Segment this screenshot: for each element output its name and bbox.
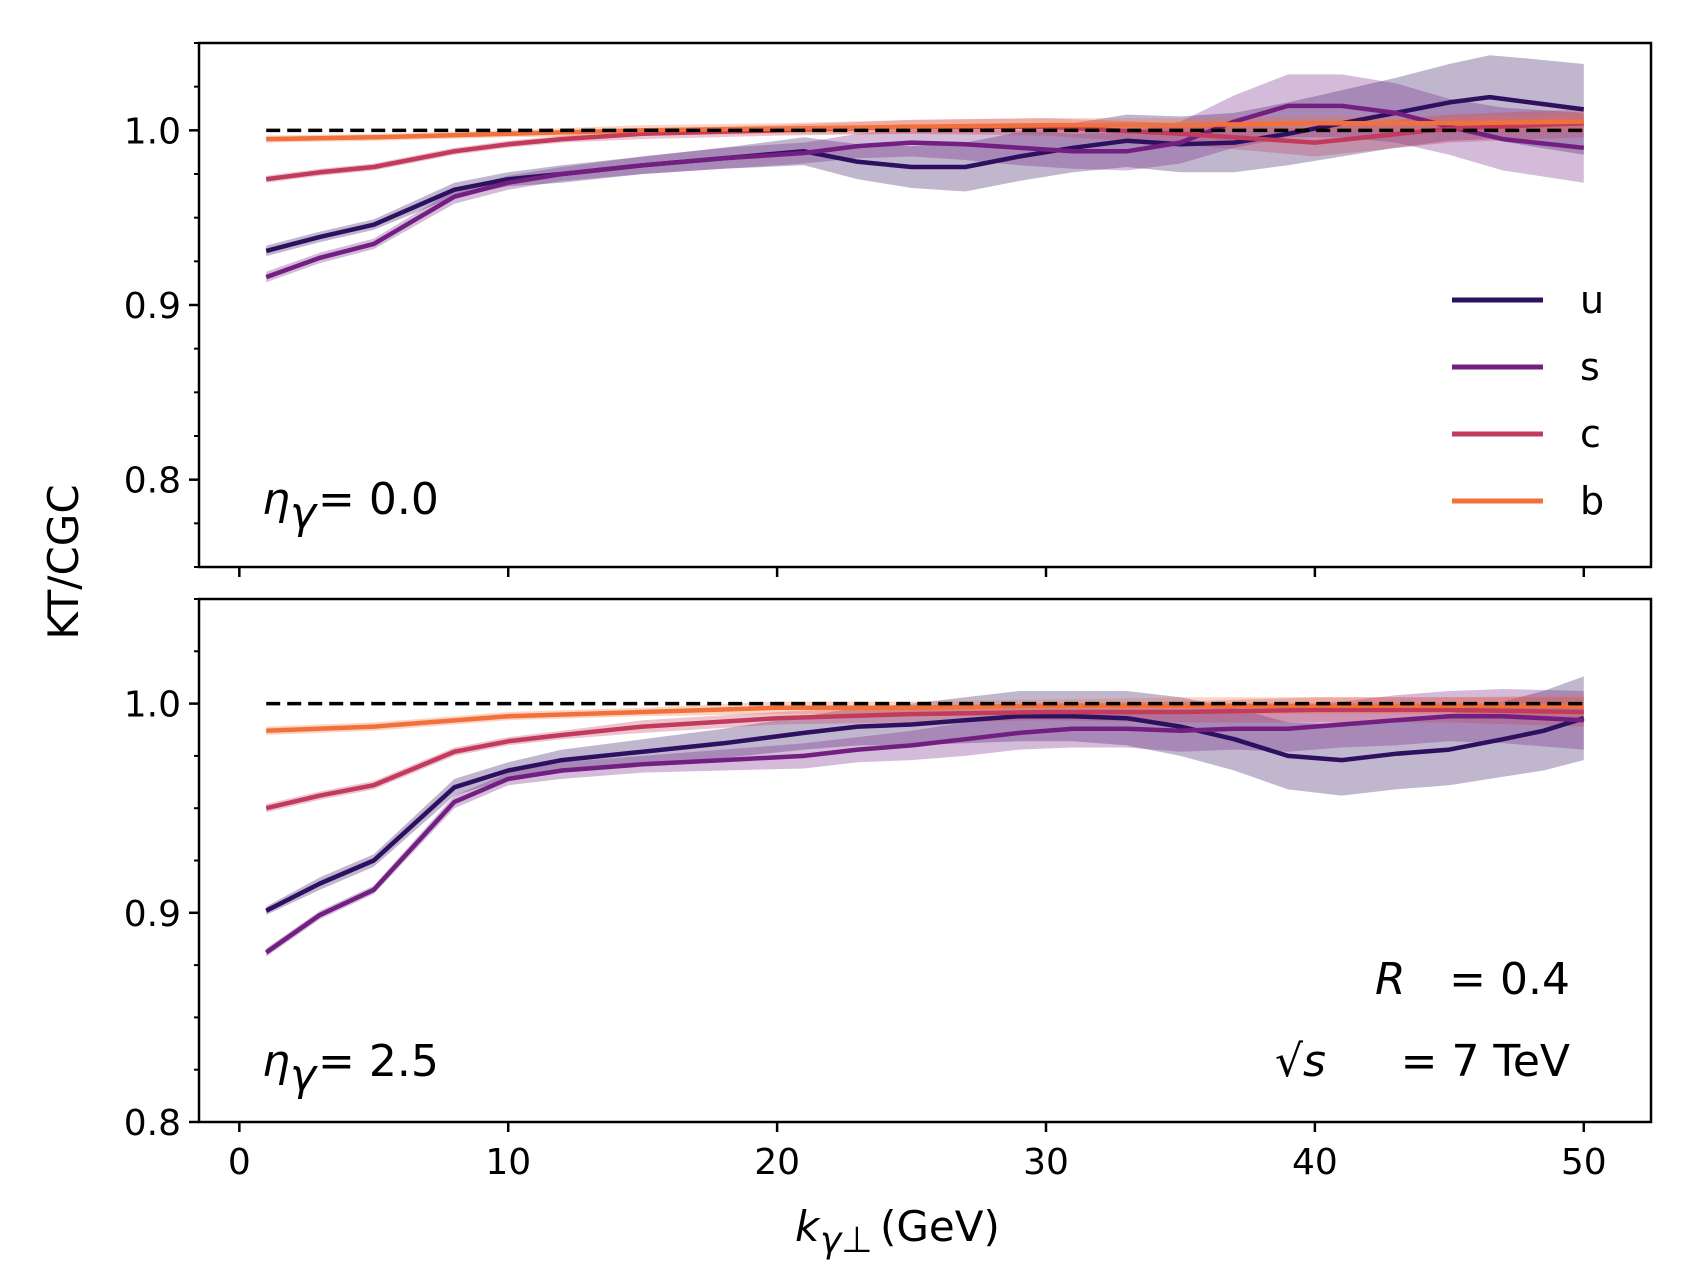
legend-label-s: s (1580, 345, 1600, 389)
series-line-b-bottom (266, 703, 1584, 734)
x-axis-label-unit: (GeV) (880, 1202, 1000, 1251)
series-line-b-top (266, 119, 1584, 142)
eta-symbol-top: η (262, 474, 290, 525)
y-axis-label: KT/CGC (39, 484, 88, 639)
band-c-top (266, 109, 1584, 183)
x-axis-label-symbol: k (795, 1202, 821, 1251)
eta-subscript-top: γ (290, 488, 318, 539)
x-axis-label: k γ⊥ (GeV) (795, 1202, 1000, 1261)
series-line-u-bottom (265, 713, 1585, 913)
annotation-sqrt-s: √s (1275, 1036, 1326, 1087)
eta-value-bottom: = 2.5 (318, 1036, 439, 1087)
annotation-energy: = 7 TeV (1401, 1036, 1570, 1087)
x-axis-label-subscript: γ⊥ (820, 1220, 873, 1261)
band-u-bottom (266, 676, 1584, 915)
y-tick-label-bottom: 1.0 (124, 685, 181, 726)
eta-symbol-bottom: η (262, 1036, 290, 1087)
series-line-c-bottom (265, 707, 1584, 811)
x-tick-label: 10 (485, 1142, 531, 1183)
y-tick-label-bottom: 0.8 (124, 1103, 181, 1144)
eta-value-top: = 0.0 (318, 474, 439, 525)
eta-subscript-bottom: γ (290, 1050, 318, 1101)
annotation-r-symbol: R (1375, 954, 1406, 1005)
annotation-eta-top: η γ = 0.0 (262, 474, 439, 539)
legend-label-c: c (1580, 412, 1601, 456)
y-tick-label-top: 1.0 (124, 111, 181, 152)
band-u-top (266, 55, 1584, 257)
y-tick-label-top: 0.9 (124, 286, 181, 327)
plot-area-top (265, 55, 1585, 283)
x-tick-label: 20 (754, 1142, 800, 1183)
plot-area-bottom (264, 676, 1585, 957)
band-s-top (266, 74, 1584, 283)
legend-label-b: b (1580, 479, 1604, 523)
series-line-u-top (265, 94, 1585, 254)
series-line-s-bottom (264, 713, 1584, 955)
annotation-params: R = 0.4 √s = 7 TeV (1275, 954, 1570, 1087)
series-line-s-top (265, 103, 1585, 280)
y-tick-label-bottom: 0.9 (124, 894, 181, 935)
x-tick-label: 30 (1023, 1142, 1069, 1183)
y-tick-label-top: 0.8 (124, 461, 181, 502)
annotation-r-value: = 0.4 (1449, 954, 1570, 1005)
x-tick-label: 0 (228, 1142, 251, 1183)
band-s-bottom (266, 689, 1584, 957)
x-tick-label: 50 (1561, 1142, 1607, 1183)
legend-label-u: u (1580, 278, 1604, 322)
panel-bottom: 0.8 0.9 1.0 0 10 20 30 40 50 (124, 597, 1653, 1183)
x-tick-label: 40 (1292, 1142, 1338, 1183)
panel-top: 0.8 0.9 1.0 (124, 41, 1653, 577)
annotation-eta-bottom: η γ = 2.5 (262, 1036, 439, 1101)
